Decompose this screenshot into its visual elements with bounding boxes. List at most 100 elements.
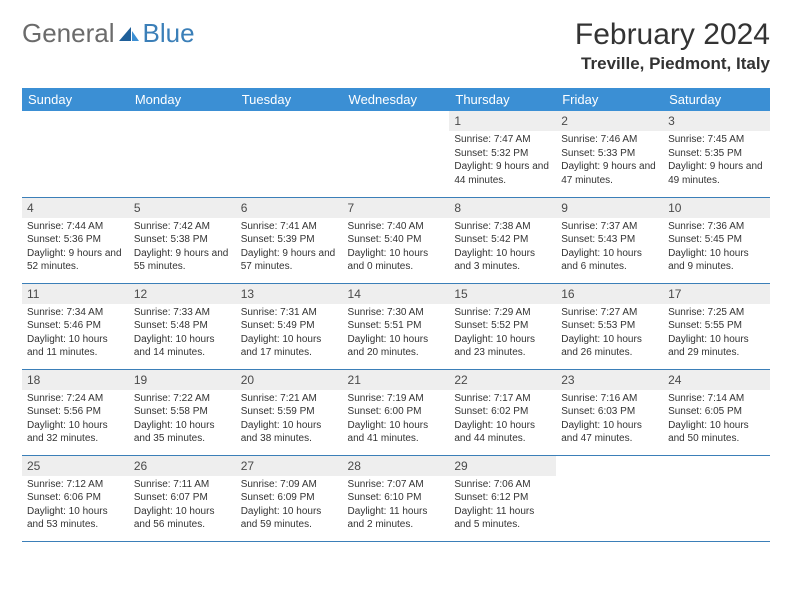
day-details: Sunrise: 7:44 AMSunset: 5:36 PMDaylight:… [22,218,129,278]
calendar-day-cell: 13Sunrise: 7:31 AMSunset: 5:49 PMDayligh… [236,283,343,369]
weekday-header: Wednesday [343,88,450,111]
calendar-day-cell: 2Sunrise: 7:46 AMSunset: 5:33 PMDaylight… [556,111,663,197]
day-number: 8 [449,198,556,218]
day-number: 4 [22,198,129,218]
logo: General Blue [22,18,195,49]
day-details: Sunrise: 7:30 AMSunset: 5:51 PMDaylight:… [343,304,450,364]
calendar-day-cell: 10Sunrise: 7:36 AMSunset: 5:45 PMDayligh… [663,197,770,283]
calendar-week-row: 11Sunrise: 7:34 AMSunset: 5:46 PMDayligh… [22,283,770,369]
weekday-header: Saturday [663,88,770,111]
day-details: Sunrise: 7:37 AMSunset: 5:43 PMDaylight:… [556,218,663,278]
logo-text-general: General [22,18,115,49]
calendar-week-row: 4Sunrise: 7:44 AMSunset: 5:36 PMDaylight… [22,197,770,283]
day-number: 11 [22,284,129,304]
location: Treville, Piedmont, Italy [575,54,770,74]
day-number: 18 [22,370,129,390]
weekday-header: Monday [129,88,236,111]
day-details: Sunrise: 7:40 AMSunset: 5:40 PMDaylight:… [343,218,450,278]
calendar-day-cell: 11Sunrise: 7:34 AMSunset: 5:46 PMDayligh… [22,283,129,369]
calendar-day-cell: 15Sunrise: 7:29 AMSunset: 5:52 PMDayligh… [449,283,556,369]
day-number: 9 [556,198,663,218]
calendar-day-cell: 4Sunrise: 7:44 AMSunset: 5:36 PMDaylight… [22,197,129,283]
calendar-day-cell: 20Sunrise: 7:21 AMSunset: 5:59 PMDayligh… [236,369,343,455]
weekday-header: Thursday [449,88,556,111]
day-details: Sunrise: 7:09 AMSunset: 6:09 PMDaylight:… [236,476,343,536]
day-details: Sunrise: 7:47 AMSunset: 5:32 PMDaylight:… [449,131,556,191]
calendar-day-cell: 18Sunrise: 7:24 AMSunset: 5:56 PMDayligh… [22,369,129,455]
day-details: Sunrise: 7:17 AMSunset: 6:02 PMDaylight:… [449,390,556,450]
calendar-table: SundayMondayTuesdayWednesdayThursdayFrid… [22,88,770,542]
day-details: Sunrise: 7:38 AMSunset: 5:42 PMDaylight:… [449,218,556,278]
day-number: 13 [236,284,343,304]
calendar-day-cell [343,111,450,197]
day-number: 24 [663,370,770,390]
calendar-day-cell: 3Sunrise: 7:45 AMSunset: 5:35 PMDaylight… [663,111,770,197]
calendar-day-cell: 24Sunrise: 7:14 AMSunset: 6:05 PMDayligh… [663,369,770,455]
day-number: 29 [449,456,556,476]
day-details: Sunrise: 7:16 AMSunset: 6:03 PMDaylight:… [556,390,663,450]
calendar-day-cell: 17Sunrise: 7:25 AMSunset: 5:55 PMDayligh… [663,283,770,369]
calendar-day-cell [129,111,236,197]
day-details: Sunrise: 7:41 AMSunset: 5:39 PMDaylight:… [236,218,343,278]
day-details: Sunrise: 7:25 AMSunset: 5:55 PMDaylight:… [663,304,770,364]
calendar-day-cell: 27Sunrise: 7:09 AMSunset: 6:09 PMDayligh… [236,455,343,541]
day-details: Sunrise: 7:14 AMSunset: 6:05 PMDaylight:… [663,390,770,450]
weekday-header: Friday [556,88,663,111]
day-number: 23 [556,370,663,390]
day-number: 14 [343,284,450,304]
day-details: Sunrise: 7:06 AMSunset: 6:12 PMDaylight:… [449,476,556,536]
day-number: 3 [663,111,770,131]
day-number: 20 [236,370,343,390]
day-number: 28 [343,456,450,476]
calendar-day-cell: 29Sunrise: 7:06 AMSunset: 6:12 PMDayligh… [449,455,556,541]
day-number: 16 [556,284,663,304]
calendar-day-cell: 16Sunrise: 7:27 AMSunset: 5:53 PMDayligh… [556,283,663,369]
calendar-day-cell: 6Sunrise: 7:41 AMSunset: 5:39 PMDaylight… [236,197,343,283]
calendar-day-cell: 21Sunrise: 7:19 AMSunset: 6:00 PMDayligh… [343,369,450,455]
calendar-day-cell: 28Sunrise: 7:07 AMSunset: 6:10 PMDayligh… [343,455,450,541]
calendar-day-cell [22,111,129,197]
day-details: Sunrise: 7:36 AMSunset: 5:45 PMDaylight:… [663,218,770,278]
calendar-week-row: 1Sunrise: 7:47 AMSunset: 5:32 PMDaylight… [22,111,770,197]
calendar-day-cell: 12Sunrise: 7:33 AMSunset: 5:48 PMDayligh… [129,283,236,369]
day-details: Sunrise: 7:45 AMSunset: 5:35 PMDaylight:… [663,131,770,191]
calendar-day-cell: 26Sunrise: 7:11 AMSunset: 6:07 PMDayligh… [129,455,236,541]
day-number: 2 [556,111,663,131]
day-number: 5 [129,198,236,218]
calendar-day-cell [556,455,663,541]
day-number: 6 [236,198,343,218]
calendar-day-cell: 14Sunrise: 7:30 AMSunset: 5:51 PMDayligh… [343,283,450,369]
weekday-header: Tuesday [236,88,343,111]
day-details: Sunrise: 7:19 AMSunset: 6:00 PMDaylight:… [343,390,450,450]
day-details: Sunrise: 7:34 AMSunset: 5:46 PMDaylight:… [22,304,129,364]
calendar-day-cell: 9Sunrise: 7:37 AMSunset: 5:43 PMDaylight… [556,197,663,283]
calendar-day-cell [663,455,770,541]
day-number: 21 [343,370,450,390]
day-number: 10 [663,198,770,218]
day-details: Sunrise: 7:12 AMSunset: 6:06 PMDaylight:… [22,476,129,536]
logo-sail-icon [117,25,141,43]
day-number: 17 [663,284,770,304]
calendar-day-cell: 19Sunrise: 7:22 AMSunset: 5:58 PMDayligh… [129,369,236,455]
calendar-week-row: 18Sunrise: 7:24 AMSunset: 5:56 PMDayligh… [22,369,770,455]
calendar-day-cell: 7Sunrise: 7:40 AMSunset: 5:40 PMDaylight… [343,197,450,283]
calendar-day-cell [236,111,343,197]
logo-text-blue: Blue [143,18,195,49]
day-details: Sunrise: 7:33 AMSunset: 5:48 PMDaylight:… [129,304,236,364]
day-number: 22 [449,370,556,390]
month-title: February 2024 [575,18,770,52]
day-details: Sunrise: 7:21 AMSunset: 5:59 PMDaylight:… [236,390,343,450]
day-number: 12 [129,284,236,304]
day-details: Sunrise: 7:29 AMSunset: 5:52 PMDaylight:… [449,304,556,364]
day-details: Sunrise: 7:27 AMSunset: 5:53 PMDaylight:… [556,304,663,364]
weekday-header: Sunday [22,88,129,111]
calendar-day-cell: 23Sunrise: 7:16 AMSunset: 6:03 PMDayligh… [556,369,663,455]
day-number: 27 [236,456,343,476]
day-number: 25 [22,456,129,476]
calendar-day-cell: 25Sunrise: 7:12 AMSunset: 6:06 PMDayligh… [22,455,129,541]
day-number: 1 [449,111,556,131]
calendar-day-cell: 8Sunrise: 7:38 AMSunset: 5:42 PMDaylight… [449,197,556,283]
day-number: 15 [449,284,556,304]
day-details: Sunrise: 7:11 AMSunset: 6:07 PMDaylight:… [129,476,236,536]
calendar-day-cell: 5Sunrise: 7:42 AMSunset: 5:38 PMDaylight… [129,197,236,283]
